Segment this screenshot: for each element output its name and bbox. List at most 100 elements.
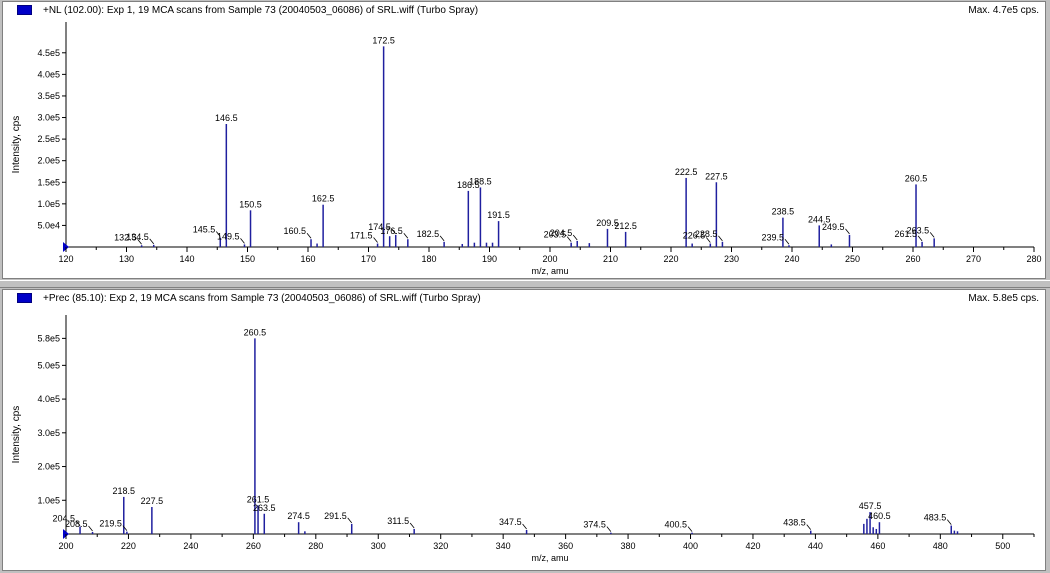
series-color-marker-icon[interactable] [17, 5, 32, 15]
spectrum-panel-prec: +Prec (85.10): Exp 2, 19 MCA scans from … [2, 289, 1046, 571]
y-tick-label: 4.5e5 [37, 48, 60, 58]
peak-label: 226.5 [683, 231, 706, 241]
x-tick-label: 130 [119, 254, 134, 264]
peak-label: 208.5 [65, 519, 88, 529]
panel-header: +NL (102.00): Exp 1, 19 MCA scans from S… [3, 2, 1045, 20]
peak-label: 145.5 [193, 225, 216, 235]
y-tick-label: 2.0e5 [37, 462, 60, 472]
spectrum-plot[interactable]: 200 220 240 260 280 300 320 340 360 380 400 420 440 4… [3, 290, 1046, 570]
peak-label-leader [137, 239, 142, 245]
peak-label: 171.5 [350, 231, 373, 241]
y-tick-label: 1.0e5 [37, 495, 60, 505]
peak-label: 311.5 [387, 516, 409, 526]
y-tick-label: 5.0e4 [37, 220, 60, 230]
peak-label: 172.5 [372, 35, 395, 45]
peak-label: 460.5 [868, 511, 891, 521]
spectrum-panel-nl: +NL (102.00): Exp 1, 19 MCA scans from S… [2, 1, 1046, 279]
y-tick-label: 5.0e5 [37, 360, 60, 370]
peak-label-leader [347, 517, 353, 524]
x-tick-label: 200 [58, 541, 73, 551]
peak-label: 263.5 [253, 503, 276, 513]
peak-label-leader [240, 238, 245, 244]
x-tick-label: 170 [361, 254, 376, 264]
peak-label: 457.5 [859, 501, 882, 511]
x-tick-label: 190 [482, 254, 497, 264]
x-tick-label: 280 [1026, 254, 1041, 264]
x-tick-label: 120 [58, 254, 73, 264]
peak-label: 400.5 [665, 520, 688, 530]
peak-label: 212.5 [614, 221, 637, 231]
peak-label: 150.5 [239, 199, 262, 209]
spectrum-plot[interactable]: 120 130 140 150 160 170 180 190 200 210 220 230 240 2… [3, 2, 1046, 278]
x-tick-label: 160 [300, 254, 315, 264]
x-tick-label: 220 [121, 541, 136, 551]
peak-label: 162.5 [312, 194, 335, 204]
peak-label: 249.5 [822, 222, 845, 232]
peak-label-leader [439, 235, 445, 242]
x-tick-label: 220 [663, 254, 678, 264]
y-tick-label: 4.0e5 [37, 394, 60, 404]
y-tick-label: 1.5e5 [37, 177, 60, 187]
x-tick-label: 260 [905, 254, 920, 264]
peak-label-leader [566, 236, 572, 242]
peak-label: 209.5 [596, 218, 619, 228]
y-tick-label: 4.0e5 [37, 69, 60, 79]
peak-label: 219.5 [99, 519, 122, 529]
peak-label-leader [929, 232, 935, 238]
peak-label-leader [687, 526, 693, 532]
peak-label: 146.5 [215, 113, 238, 123]
peak-label-leader [718, 235, 723, 242]
x-tick-label: 340 [496, 541, 511, 551]
max-intensity-label: Max. 5.8e5 cps. [968, 293, 1039, 304]
x-tick-label: 210 [603, 254, 618, 264]
peak-label: 261.5 [247, 494, 270, 504]
peak-label: 203.5 [544, 230, 567, 240]
peak-label: 228.5 [695, 229, 718, 239]
peak-label: 160.5 [283, 226, 306, 236]
peak-label-leader [409, 522, 415, 529]
peak-label-leader [706, 237, 711, 243]
x-tick-label: 480 [933, 541, 948, 551]
x-tick-label: 360 [558, 541, 573, 551]
peak-label: 244.5 [808, 214, 831, 224]
peak-label-leader [522, 523, 527, 530]
peak-label-leader [306, 232, 312, 239]
peak-label: 291.5 [324, 511, 347, 521]
x-tick-label: 140 [179, 254, 194, 264]
peak-label: 263.5 [907, 225, 930, 235]
peak-label-leader [403, 232, 409, 239]
series-color-marker-icon[interactable] [17, 293, 32, 303]
y-tick-label: 3.5e5 [37, 91, 60, 101]
x-axis-title: m/z, amu [531, 553, 568, 563]
peak-label-leader [606, 526, 612, 532]
peak-label-leader [391, 228, 397, 235]
peak-label: 134.5 [126, 232, 149, 242]
x-tick-label: 300 [371, 541, 386, 551]
panel-header: +Prec (85.10): Exp 2, 19 MCA scans from … [3, 290, 1045, 308]
y-tick-label: 1.0e5 [37, 199, 60, 209]
peak-label-leader [806, 524, 812, 530]
peak-label: 238.5 [772, 207, 795, 217]
x-tick-label: 460 [870, 541, 885, 551]
peak-label: 182.5 [417, 229, 440, 239]
peak-label: 227.5 [141, 496, 164, 506]
x-tick-label: 150 [240, 254, 255, 264]
peak-label: 186.5 [457, 180, 480, 190]
x-tick-label: 420 [745, 541, 760, 551]
panel-title: +NL (102.00): Exp 1, 19 MCA scans from S… [43, 5, 479, 16]
y-axis-title: Intensity, cps [11, 116, 22, 174]
y-tick-label: 2.5e5 [37, 134, 60, 144]
peak-label: 174.5 [368, 222, 391, 232]
peak-label: 438.5 [783, 518, 806, 528]
peak-label: 261.5 [895, 229, 918, 239]
x-tick-label: 260 [246, 541, 261, 551]
peak-label: 204.5 [53, 514, 76, 524]
peak-label-leader [149, 238, 155, 245]
peak-label-leader [946, 519, 952, 525]
max-intensity-label: Max. 4.7e5 cps. [968, 5, 1039, 16]
peak-label-leader [917, 235, 923, 242]
panel-splitter[interactable] [0, 280, 1050, 288]
peak-label: 218.5 [113, 486, 136, 496]
peak-label: 188.5 [469, 176, 492, 186]
peak-label-leader [845, 228, 850, 235]
